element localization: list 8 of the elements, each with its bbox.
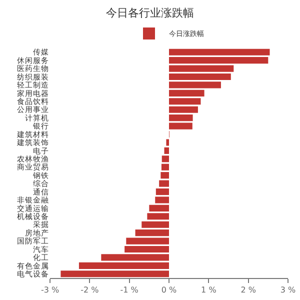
x-tick-label: 3 % (280, 286, 296, 295)
x-tick-label: 1 % (201, 286, 217, 295)
x-tick-label: -1 % (120, 286, 139, 295)
x-tick-label: -3 % (40, 286, 60, 295)
x-tick-label: -2 % (80, 286, 100, 295)
chart-title: 今日各行业涨跌幅 (106, 6, 194, 20)
x-tick-label: 2 % (240, 286, 256, 295)
x-tick-label: 0 % (161, 286, 178, 295)
